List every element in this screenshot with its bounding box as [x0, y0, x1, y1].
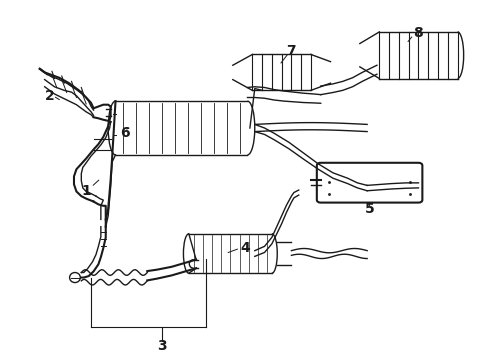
Text: 1: 1 — [81, 184, 91, 198]
Text: 4: 4 — [240, 241, 250, 255]
Text: 6: 6 — [121, 126, 130, 140]
Text: 5: 5 — [365, 202, 374, 216]
Text: 7: 7 — [287, 44, 296, 58]
Text: 2: 2 — [45, 89, 54, 103]
Text: 3: 3 — [157, 339, 167, 353]
Text: 8: 8 — [414, 26, 423, 40]
